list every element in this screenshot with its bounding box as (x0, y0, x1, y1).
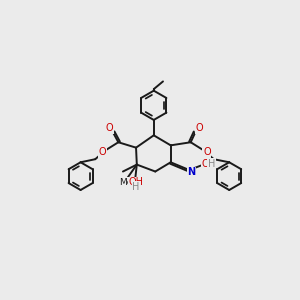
Text: H: H (208, 159, 215, 169)
Text: O: O (195, 123, 203, 134)
Text: O: O (203, 147, 211, 157)
Text: O: O (98, 147, 106, 157)
Text: Me: Me (119, 178, 133, 187)
Text: N: N (188, 167, 196, 177)
Text: OH: OH (128, 177, 143, 187)
Text: O: O (105, 123, 113, 134)
Text: H: H (132, 182, 140, 192)
Text: O: O (202, 159, 209, 169)
